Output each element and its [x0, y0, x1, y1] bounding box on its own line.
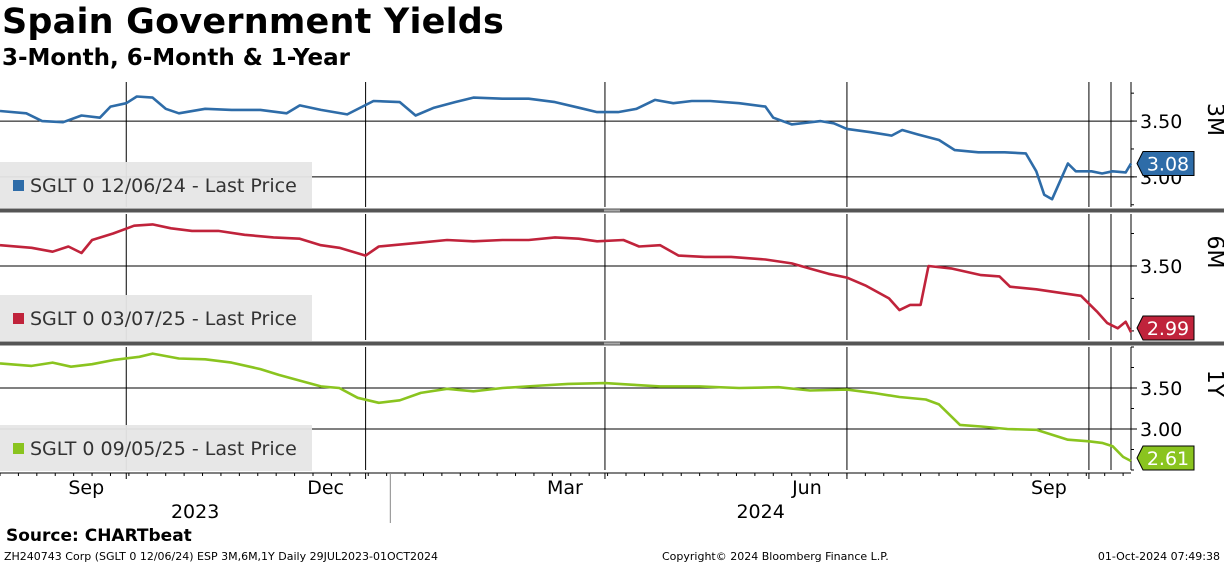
last-value-label: 3.08 — [1147, 153, 1189, 175]
panel-resize-grip — [604, 209, 620, 212]
legend-label: SGLT 0 12/06/24 - Last Price — [30, 175, 297, 197]
last-value-badge — [1136, 315, 1195, 341]
x-tick-label: Sep — [68, 477, 104, 499]
panel-resize-grip — [604, 342, 620, 345]
source-note: Source: CHARTbeat — [6, 526, 192, 546]
legend: SGLT 0 03/07/25 - Last Price — [0, 295, 312, 341]
x-tick-label: Sep — [1031, 477, 1067, 499]
x-tick-label: Jun — [791, 477, 822, 499]
chart-subtitle: 3-Month, 6-Month & 1-Year — [2, 45, 350, 71]
x-tick-label: Dec — [307, 477, 344, 499]
last-value-badge — [1136, 445, 1195, 471]
last-value-tag: 3.08 — [1136, 150, 1195, 176]
legend-background — [0, 162, 312, 208]
y-tick-label: 3.50 — [1140, 256, 1182, 278]
footer-copyright: Copyright© 2024 Bloomberg Finance L.P. — [662, 550, 889, 563]
last-value-tag: 2.99 — [1136, 315, 1195, 341]
last-value-badge — [1136, 150, 1195, 176]
legend: SGLT 0 09/05/25 - Last Price — [0, 425, 312, 471]
footer-timestamp: 01-Oct-2024 07:49:38 — [1097, 550, 1220, 563]
y-tick-label: 3.00 — [1140, 419, 1182, 441]
last-value-label: 2.61 — [1147, 448, 1189, 470]
panel-axis-label: 6M — [1202, 236, 1224, 269]
legend-label: SGLT 0 03/07/25 - Last Price — [30, 308, 297, 330]
last-value-tag: 2.61 — [1136, 445, 1195, 471]
x-tick-label: Mar — [547, 477, 583, 499]
chart-title: Spain Government Yields — [2, 2, 505, 42]
year-label: 2023 — [171, 501, 219, 523]
panel-axis-label: 3M — [1202, 103, 1224, 136]
panel-axis-label: 1Y — [1202, 370, 1224, 398]
year-label: 2024 — [736, 501, 784, 523]
legend-label: SGLT 0 09/05/25 - Last Price — [30, 438, 297, 460]
legend-swatch — [13, 443, 24, 454]
panel-1y: 3.50 3.00 1Y 2.61 SGLT 0 09/05/25 - Last Pri… — [0, 346, 1224, 471]
last-value-label: 2.99 — [1147, 318, 1189, 340]
y-tick-label: 3.50 — [1140, 111, 1182, 133]
y-tick-label: 3.50 — [1140, 378, 1182, 400]
legend-background — [0, 295, 312, 341]
panel-6m: 3.50 6M 2.99 SGLT 0 03/07/25 - Last Price — [0, 214, 1224, 341]
legend: SGLT 0 12/06/24 - Last Price — [0, 162, 312, 208]
legend-swatch — [13, 313, 24, 324]
series-line — [0, 352, 1132, 463]
legend-background — [0, 425, 312, 471]
series-line — [0, 223, 1133, 333]
series-line — [0, 95, 1133, 201]
footer-ticker-info: ZH240743 Corp (SGLT 0 12/06/24) ESP 3M,6… — [4, 550, 439, 563]
legend-swatch — [13, 180, 24, 191]
